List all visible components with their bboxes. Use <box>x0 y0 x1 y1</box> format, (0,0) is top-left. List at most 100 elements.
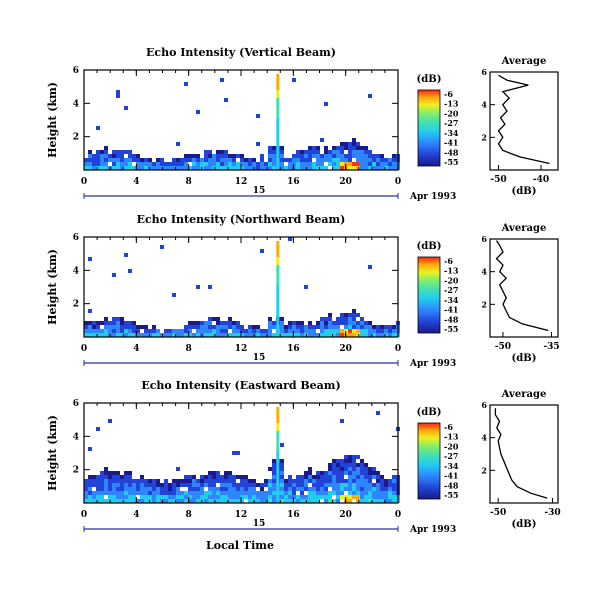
echo-cell <box>292 483 296 487</box>
echo-cell <box>128 333 132 337</box>
echo-cell <box>124 487 128 491</box>
echo-cell <box>108 483 112 487</box>
echo-cell <box>316 491 320 495</box>
echo-spike-cell <box>276 122 280 126</box>
day-label: 15 <box>253 186 266 196</box>
echo-cell <box>192 166 196 170</box>
echo-cell <box>384 329 388 333</box>
echo-cell <box>336 491 340 495</box>
echo-cell <box>224 154 228 158</box>
echo-cell <box>136 166 140 170</box>
echo-cell <box>316 471 320 475</box>
echo-cell <box>372 471 376 475</box>
echo-cell <box>208 329 212 333</box>
echo-cell <box>348 162 352 166</box>
x-tick-label: 0 <box>81 510 87 520</box>
echo-cell <box>376 166 380 170</box>
echo-cell <box>216 158 220 162</box>
echo-cell <box>288 158 292 162</box>
echo-cell <box>248 333 252 337</box>
echo-cell <box>240 162 244 166</box>
echo-cell <box>192 483 196 487</box>
colorbar-tick-label: -55 <box>444 324 458 334</box>
average-frame <box>489 71 559 171</box>
echo-cell <box>368 162 372 166</box>
echo-spike-cell <box>276 78 280 82</box>
echo-cell <box>220 333 224 337</box>
echo-cell <box>344 154 348 158</box>
echo-cell <box>384 162 388 166</box>
echo-cell <box>316 475 320 479</box>
echo-cell <box>332 166 336 170</box>
echo-cell <box>152 325 156 329</box>
echo-cell <box>100 333 104 337</box>
echo-cell <box>260 483 264 487</box>
echo-cell <box>192 154 196 158</box>
echo-cell <box>172 483 176 487</box>
echo-cell <box>372 166 376 170</box>
echo-cell <box>316 150 320 154</box>
echo-cell <box>88 495 92 499</box>
echo-cell <box>332 471 336 475</box>
echo-cell <box>84 491 88 495</box>
echo-cell <box>240 495 244 499</box>
echo-cell <box>128 158 132 162</box>
x-tick-label: 16 <box>287 344 300 354</box>
echo-cell <box>332 158 336 162</box>
echo-cell <box>344 325 348 329</box>
echo-cell <box>128 495 132 499</box>
echo-cell <box>340 329 344 333</box>
echo-cell <box>284 483 288 487</box>
echo-cell <box>352 333 356 337</box>
echo-cell <box>104 166 108 170</box>
echo-cell <box>152 162 156 166</box>
echo-cell <box>188 499 192 503</box>
echo-cell <box>352 475 356 479</box>
echo-cell <box>96 499 100 503</box>
echo-cell <box>208 491 212 495</box>
echo-cell <box>340 483 344 487</box>
panel-title: Echo Intensity (Eastward Beam) <box>141 379 340 392</box>
echo-spike-cell <box>276 273 280 277</box>
echo-cell <box>280 317 284 321</box>
echo-cell <box>104 475 108 479</box>
echo-cell <box>268 333 272 337</box>
echo-cell <box>288 487 292 491</box>
echo-cell <box>132 158 136 162</box>
echo-cell <box>296 325 300 329</box>
echo-cell <box>280 459 284 463</box>
echo-cell <box>96 321 100 325</box>
echo-cell <box>388 329 392 333</box>
echo-cell <box>312 491 316 495</box>
echo-cell <box>208 483 212 487</box>
echo-cell <box>300 483 304 487</box>
echo-cell <box>208 285 212 289</box>
y-axis-label: Height (km) <box>46 249 59 325</box>
echo-cell <box>132 487 136 491</box>
echo-cell <box>164 491 168 495</box>
average-y-tick-label: 2 <box>481 465 487 475</box>
echo-cell <box>180 483 184 487</box>
echo-cell <box>196 166 200 170</box>
echo-cell <box>352 321 356 325</box>
echo-cell <box>292 78 296 82</box>
echo-cell <box>308 471 312 475</box>
echo-cell <box>268 487 272 491</box>
echo-cell <box>148 166 152 170</box>
echo-cell <box>312 150 316 154</box>
echo-cell <box>152 333 156 337</box>
echo-cell <box>116 317 120 321</box>
echo-cell <box>380 487 384 491</box>
echo-cell <box>360 162 364 166</box>
echo-cell <box>152 487 156 491</box>
echo-cell <box>168 166 172 170</box>
echo-cell <box>284 325 288 329</box>
echo-spike-cell <box>276 86 280 90</box>
echo-cell <box>232 499 236 503</box>
echo-cell <box>316 158 320 162</box>
echo-cell <box>300 150 304 154</box>
echo-cell <box>356 321 360 325</box>
echo-cell <box>296 329 300 333</box>
echo-cell <box>212 495 216 499</box>
echo-cell <box>244 475 248 479</box>
